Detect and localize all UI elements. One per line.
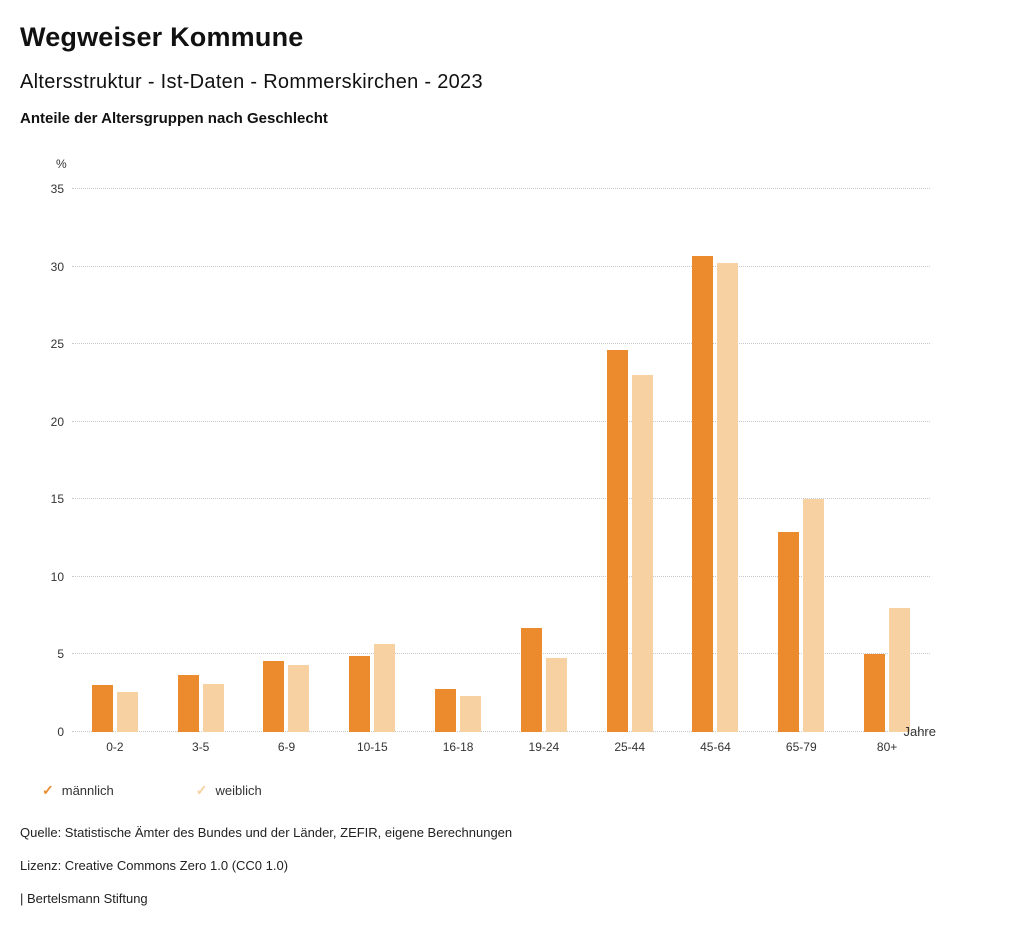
attribution-text: | Bertelsmann Stiftung <box>20 891 148 906</box>
check-icon: ✓ <box>42 782 54 798</box>
page-subtitle: Altersstruktur - Ist-Daten - Rommerskirc… <box>20 71 483 93</box>
legend-item-maennlich: ✓ männlich <box>42 782 114 799</box>
bar-männlich-45-64 <box>692 255 714 732</box>
chart-legend: ✓ männlich ✓ weiblich <box>42 782 994 799</box>
bar-group-45-64 <box>692 189 739 732</box>
x-tick-label-25-44: 25-44 <box>614 740 646 754</box>
check-icon: ✓ <box>195 782 208 798</box>
bar-weiblich-65-79 <box>803 499 825 732</box>
source-text: Quelle: Statistische Ämter des Bundes un… <box>20 825 513 840</box>
bar-group-80+ <box>864 189 911 732</box>
bar-weiblich-6-9 <box>288 665 310 732</box>
chart: % 0 5 10 15 20 25 30 35 Jahre 0-2 3-5 6-9 10-15 16-… <box>50 157 960 754</box>
bar-männlich-19-24 <box>520 628 542 732</box>
gridline-0: 0 <box>57 725 930 739</box>
legend-item-weiblich: ✓ weiblich <box>196 782 262 799</box>
bar-weiblich-80+ <box>889 607 911 732</box>
bar-weiblich-0-2 <box>116 691 138 732</box>
legend-label: weiblich <box>215 783 262 798</box>
y-tick-label: 5 <box>57 647 64 662</box>
bar-männlich-10-15 <box>349 655 371 732</box>
bar-group-0-2 <box>91 189 138 732</box>
gridline-30: 30 <box>51 260 930 274</box>
gridline-10: 10 <box>51 570 930 584</box>
bar-weiblich-16-18 <box>460 696 482 732</box>
y-tick-label: 25 <box>50 337 64 352</box>
x-axis-labels: 0-2 3-5 6-9 10-15 16-18 19-24 25-44 45-64 65-79 8… <box>72 740 930 754</box>
bar-weiblich-25-44 <box>631 375 653 732</box>
x-tick-label-0-2: 0-2 <box>106 740 124 754</box>
footer: Quelle: Statistische Ämter des Bundes un… <box>20 825 994 906</box>
chart-heading: Anteile der Altersgruppen nach Geschlech… <box>20 110 328 127</box>
bar-männlich-3-5 <box>177 674 199 732</box>
bar-group-6-9 <box>263 189 310 732</box>
bar-group-19-24 <box>520 189 567 732</box>
bar-männlich-80+ <box>864 654 886 732</box>
page-title: Wegweiser Kommune <box>20 22 304 52</box>
bar-group-3-5 <box>177 189 224 732</box>
y-tick-label: 0 <box>57 725 64 739</box>
bar-group-25-44 <box>606 189 653 732</box>
x-tick-label-6-9: 6-9 <box>277 740 296 754</box>
bar-group-65-79 <box>778 189 825 732</box>
bar-männlich-16-18 <box>435 688 457 732</box>
page: Wegweiser Kommune Altersstruktur - Ist-D… <box>20 22 994 906</box>
bar-group-16-18 <box>435 189 482 732</box>
bar-männlich-6-9 <box>263 660 285 732</box>
x-tick-label-65-79: 65-79 <box>785 740 817 754</box>
x-tick-label-16-18: 16-18 <box>442 740 474 754</box>
gridline-20: 20 <box>51 415 930 429</box>
plot-area: 0 5 10 15 20 25 30 35 Jahre <box>51 182 936 739</box>
gridline-25: 25 <box>51 337 930 351</box>
y-tick-label: 30 <box>50 259 64 274</box>
y-tick-label: 35 <box>50 182 64 196</box>
x-axis-unit-label: Jahre <box>903 724 936 739</box>
x-tick-label-10-15: 10-15 <box>356 740 388 754</box>
gridline-5: 5 <box>57 647 930 661</box>
legend-label: männlich <box>61 783 114 798</box>
x-tick-label-45-64: 45-64 <box>700 740 731 754</box>
bar-weiblich-10-15 <box>374 643 396 732</box>
bar-männlich-65-79 <box>778 531 800 732</box>
x-tick-label-19-24: 19-24 <box>528 740 560 754</box>
bar-männlich-25-44 <box>606 350 628 732</box>
x-tick-label-3-5: 3-5 <box>192 740 210 754</box>
license-text: Lizenz: Creative Commons Zero 1.0 (CC0 1… <box>20 858 289 873</box>
bar-weiblich-19-24 <box>545 657 567 732</box>
y-tick-label: 15 <box>50 492 64 507</box>
bar-group-10-15 <box>349 189 396 732</box>
y-tick-label: 20 <box>50 414 64 429</box>
gridline-15: 15 <box>51 492 930 506</box>
bars-layer <box>72 189 930 732</box>
y-tick-label: 10 <box>50 569 64 584</box>
x-tick-label-80+: 80+ <box>876 740 898 754</box>
y-axis-unit-label: % <box>56 157 67 171</box>
bar-weiblich-3-5 <box>202 683 224 732</box>
bar-weiblich-45-64 <box>717 263 739 732</box>
bar-männlich-0-2 <box>91 685 113 732</box>
gridline-35: 35 <box>51 182 930 196</box>
